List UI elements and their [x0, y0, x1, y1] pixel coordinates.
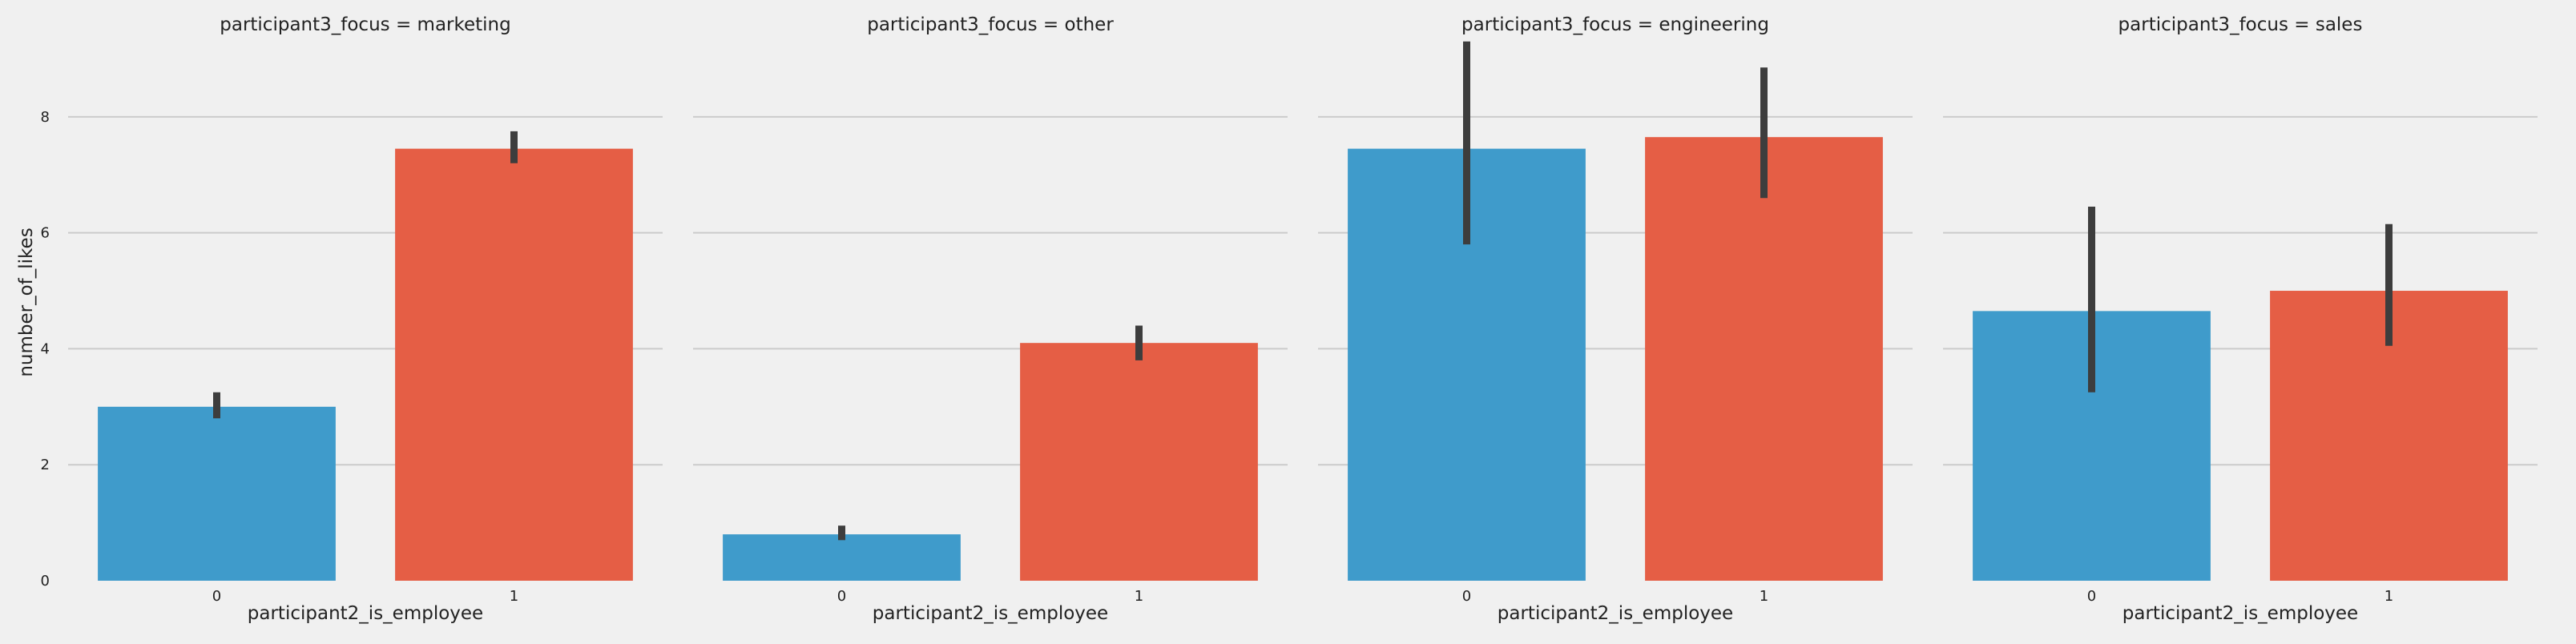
x-tick-label-engineering-1: 1 [1760, 588, 1768, 605]
bar-other-1 [1020, 343, 1258, 581]
y-tick-label-0: 0 [41, 573, 50, 590]
y-axis-label: number_of_likes [16, 227, 37, 376]
x-axis-label-marketing: participant2_is_employee [248, 603, 483, 624]
y-tick-label-4: 4 [41, 340, 50, 357]
bar-other-0 [723, 534, 961, 581]
x-tick-label-engineering-0: 0 [1462, 588, 1471, 605]
panel-title-marketing: participant3_focus = marketing [220, 14, 510, 35]
bar-marketing-1 [395, 148, 633, 581]
panel-title-other: participant3_focus = other [867, 14, 1114, 35]
x-tick-label-sales-0: 0 [2087, 588, 2096, 605]
x-axis-label-sales: participant2_is_employee [2122, 603, 2358, 624]
x-axis-label-other: participant2_is_employee [873, 603, 1108, 624]
x-tick-label-other-0: 0 [837, 588, 846, 605]
x-tick-label-other-1: 1 [1135, 588, 1143, 605]
y-tick-label-6: 6 [41, 225, 50, 242]
panel-title-engineering: participant3_focus = engineering [1461, 14, 1769, 35]
x-tick-label-marketing-0: 0 [212, 588, 221, 605]
x-tick-label-sales-1: 1 [2385, 588, 2393, 605]
bar-engineering-1 [1645, 137, 1883, 581]
x-tick-label-marketing-1: 1 [510, 588, 518, 605]
panel-title-sales: participant3_focus = sales [2118, 14, 2363, 35]
y-tick-label-2: 2 [41, 457, 50, 473]
y-tick-label-8: 8 [41, 109, 50, 126]
bar-marketing-0 [98, 406, 336, 581]
x-axis-label-engineering: participant2_is_employee [1498, 603, 1733, 624]
